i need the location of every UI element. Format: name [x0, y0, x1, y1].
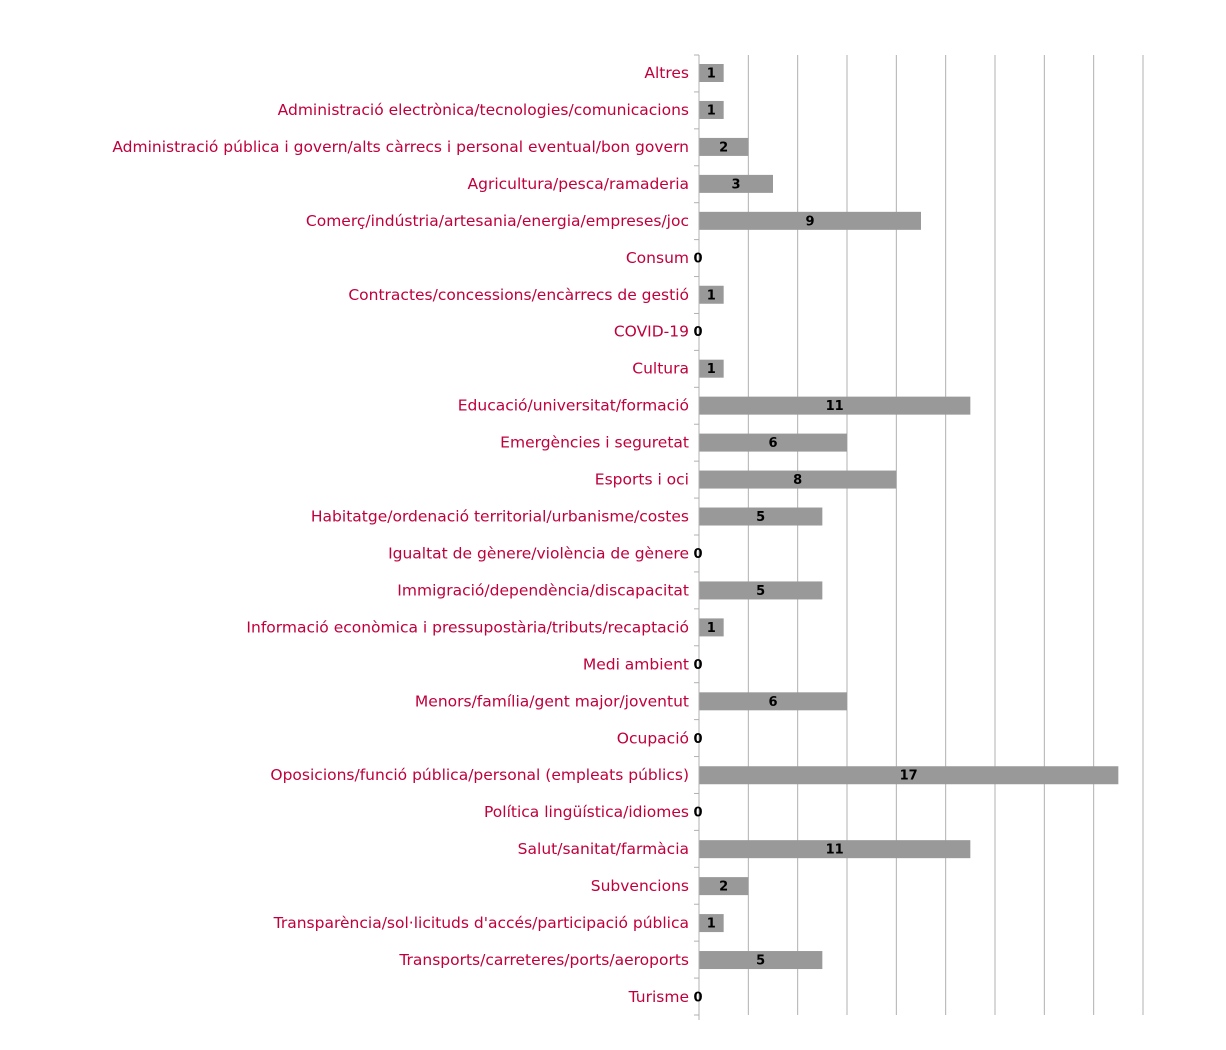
- category-label: Consum: [626, 249, 689, 267]
- category-label: Habitatge/ordenació territorial/urbanism…: [311, 508, 689, 526]
- data-label: 0: [693, 251, 702, 266]
- data-label: 1: [707, 917, 716, 932]
- data-label: 0: [693, 806, 702, 821]
- category-label: Esports i oci: [595, 471, 689, 489]
- category-label: Administració electrònica/tecnologies/co…: [278, 101, 689, 119]
- data-label: 11: [826, 399, 844, 414]
- category-label: Turisme: [628, 988, 689, 1006]
- data-label: 6: [768, 695, 777, 710]
- data-label: 1: [707, 67, 716, 82]
- category-label: Administració pública i govern/alts càrr…: [112, 138, 689, 156]
- data-label: 2: [719, 140, 728, 155]
- category-label: Altres: [644, 64, 689, 82]
- data-label: 8: [793, 473, 802, 488]
- category-label: Oposicions/funció pública/personal (empl…: [270, 766, 689, 784]
- bar: [699, 877, 749, 896]
- bar: [699, 396, 971, 415]
- bar: [699, 470, 897, 489]
- category-label: Política lingüística/idiomes: [484, 803, 689, 821]
- category-label: Comerç/indústria/artesania/energia/empre…: [306, 212, 689, 230]
- data-label: 11: [826, 843, 844, 858]
- category-label: Agricultura/pesca/ramaderia: [468, 175, 689, 193]
- category-label: Informació econòmica i pressupostària/tr…: [246, 618, 689, 636]
- category-label: Transparència/sol·licituds d'accés/parti…: [273, 914, 689, 932]
- bar: [699, 285, 724, 304]
- bar: [699, 174, 773, 193]
- category-label: Immigració/dependència/discapacitat: [397, 581, 689, 599]
- data-label: 0: [693, 658, 702, 673]
- data-label: 0: [693, 991, 702, 1006]
- category-labels: Altres Administració electrònica/tecnolog…: [112, 64, 689, 1006]
- data-label: 3: [731, 177, 740, 192]
- category-label: Cultura: [632, 360, 689, 378]
- category-label: Ocupació: [617, 729, 689, 747]
- category-label: Transports/carreteres/ports/aeroports: [398, 951, 689, 969]
- data-label: 5: [756, 954, 765, 969]
- data-label: 1: [707, 621, 716, 636]
- data-label: 5: [756, 584, 765, 599]
- data-label: 0: [693, 325, 702, 340]
- bar: [699, 951, 823, 970]
- bars: [699, 64, 1119, 970]
- data-label: 0: [693, 732, 702, 747]
- bar: [699, 692, 847, 711]
- bar: [699, 100, 724, 119]
- data-label: 1: [707, 288, 716, 303]
- bar: [699, 211, 921, 230]
- data-label: 5: [756, 510, 765, 525]
- bar: [699, 766, 1119, 785]
- category-label: Menors/família/gent major/joventut: [415, 692, 689, 710]
- bar: [699, 840, 971, 859]
- category-label: Igualtat de gènere/violència de gènere: [388, 544, 689, 562]
- category-label: Subvencions: [591, 877, 689, 895]
- bar: [699, 507, 823, 526]
- data-label: 9: [805, 214, 814, 229]
- bar: [699, 618, 724, 637]
- gridlines: [747, 55, 1144, 1015]
- axes: [694, 54, 700, 1020]
- category-label: COVID-19: [614, 323, 689, 341]
- bar: [699, 433, 847, 452]
- category-label: Salut/sanitat/farmàcia: [518, 840, 689, 858]
- bar: [699, 914, 724, 933]
- data-label: 6: [768, 436, 777, 451]
- bar: [699, 137, 749, 156]
- bar: [699, 359, 724, 378]
- bar: [699, 64, 724, 82]
- data-label: 2: [719, 880, 728, 895]
- data-label: 1: [707, 103, 716, 118]
- category-label: Contractes/concessions/encàrrecs de gest…: [348, 286, 689, 304]
- data-label: 0: [693, 547, 702, 562]
- data-label: 17: [900, 769, 918, 784]
- bar: [699, 581, 823, 600]
- category-label: Medi ambient: [583, 655, 689, 673]
- category-label: Emergències i seguretat: [500, 434, 689, 452]
- data-label: 1: [707, 362, 716, 377]
- category-label: Educació/universitat/formació: [458, 397, 689, 415]
